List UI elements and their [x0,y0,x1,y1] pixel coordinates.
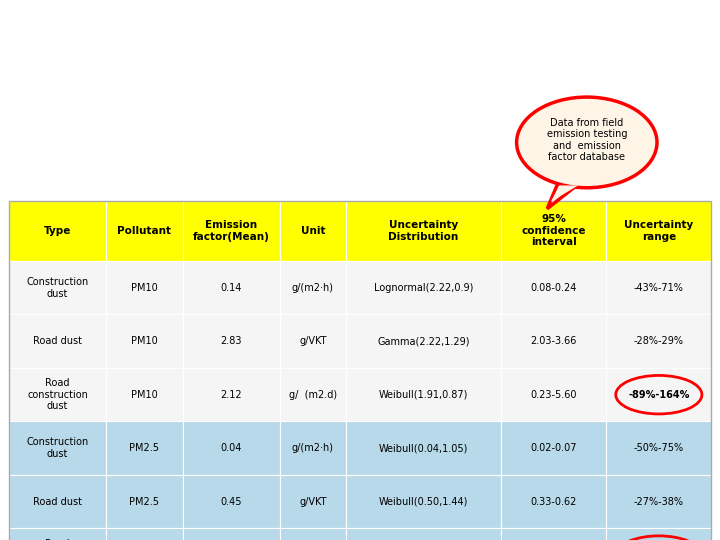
FancyBboxPatch shape [107,475,182,528]
Text: -27%-38%: -27%-38% [634,497,684,507]
Text: Data from field
emission testing
and  emission
factor database: Data from field emission testing and emi… [546,118,627,163]
FancyBboxPatch shape [501,475,606,528]
Text: g/(m2·h): g/(m2·h) [292,283,334,293]
Text: PM2.5: PM2.5 [130,497,159,507]
FancyBboxPatch shape [280,200,346,261]
FancyBboxPatch shape [606,261,711,314]
Text: Gamma(2.22,1.29): Gamma(2.22,1.29) [377,336,469,346]
FancyBboxPatch shape [9,421,107,475]
Text: 0.14: 0.14 [221,283,242,293]
FancyBboxPatch shape [182,368,280,421]
FancyBboxPatch shape [107,314,182,368]
FancyBboxPatch shape [280,261,346,314]
FancyBboxPatch shape [501,314,606,368]
Text: Weibull(0.50,1.44): Weibull(0.50,1.44) [379,497,468,507]
FancyBboxPatch shape [346,200,501,261]
FancyBboxPatch shape [182,528,280,540]
Text: Weibull(0.04,1.05): Weibull(0.04,1.05) [379,443,468,453]
Text: PM10: PM10 [131,390,158,400]
FancyBboxPatch shape [107,261,182,314]
FancyBboxPatch shape [182,200,280,261]
Text: Road
construction
dust: Road construction dust [27,378,88,411]
Text: 0.33-0.62: 0.33-0.62 [531,497,577,507]
FancyBboxPatch shape [9,368,107,421]
Text: 2.03-3.66: 2.03-3.66 [531,336,577,346]
Text: Construction
dust: Construction dust [27,277,89,299]
Polygon shape [547,183,580,208]
Text: Uncertainty
range: Uncertainty range [624,220,693,241]
Text: 0.45: 0.45 [220,497,242,507]
FancyBboxPatch shape [501,528,606,540]
Ellipse shape [516,97,657,188]
FancyBboxPatch shape [346,528,501,540]
FancyBboxPatch shape [606,421,711,475]
FancyBboxPatch shape [182,475,280,528]
FancyBboxPatch shape [9,200,107,261]
Text: Road dust: Road dust [33,336,82,346]
FancyBboxPatch shape [501,421,606,475]
FancyBboxPatch shape [346,314,501,368]
FancyBboxPatch shape [9,528,107,540]
Text: 0.02-0.07: 0.02-0.07 [531,443,577,453]
Text: Pollutant: Pollutant [117,226,171,236]
FancyBboxPatch shape [501,200,606,261]
Text: PM10: PM10 [131,336,158,346]
Text: Weibull(1.91,0.87): Weibull(1.91,0.87) [379,390,468,400]
FancyBboxPatch shape [606,475,711,528]
Text: Example 4:  Dust  Source Sector: Example 4: Dust Source Sector [109,24,611,51]
FancyBboxPatch shape [182,314,280,368]
Text: g/  (m2.d): g/ (m2.d) [289,390,337,400]
Text: Road
construction
dust: Road construction dust [27,538,88,540]
FancyBboxPatch shape [346,368,501,421]
FancyBboxPatch shape [346,421,501,475]
Text: -89%-164%: -89%-164% [628,390,690,400]
Text: g/VKT: g/VKT [300,336,327,346]
Text: -28%-29%: -28%-29% [634,336,684,346]
FancyBboxPatch shape [280,314,346,368]
Text: 95%
confidence
interval: 95% confidence interval [521,214,586,247]
FancyBboxPatch shape [280,475,346,528]
Text: -43%-71%: -43%-71% [634,283,684,293]
FancyBboxPatch shape [606,314,711,368]
Text: 0.04: 0.04 [221,443,242,453]
FancyBboxPatch shape [9,475,107,528]
FancyBboxPatch shape [280,421,346,475]
Text: 0.08-0.24: 0.08-0.24 [531,283,577,293]
Text: 0.23-5.60: 0.23-5.60 [531,390,577,400]
FancyBboxPatch shape [107,528,182,540]
Text: Lognormal(2.22,0.9): Lognormal(2.22,0.9) [374,283,473,293]
FancyBboxPatch shape [346,475,501,528]
Text: g/VKT: g/VKT [300,497,327,507]
FancyBboxPatch shape [280,368,346,421]
Text: 2.12: 2.12 [220,390,242,400]
FancyBboxPatch shape [346,261,501,314]
FancyBboxPatch shape [501,261,606,314]
Text: Construction
dust: Construction dust [27,437,89,459]
Text: g/(m2·h): g/(m2·h) [292,443,334,453]
FancyBboxPatch shape [280,528,346,540]
FancyBboxPatch shape [606,200,711,261]
FancyBboxPatch shape [501,368,606,421]
FancyBboxPatch shape [107,421,182,475]
FancyBboxPatch shape [606,528,711,540]
Polygon shape [551,185,578,202]
FancyBboxPatch shape [9,314,107,368]
Text: 2.83: 2.83 [220,336,242,346]
Text: PM2.5: PM2.5 [130,443,159,453]
Text: Unit: Unit [301,226,325,236]
Text: Road dust: Road dust [33,497,82,507]
Text: Emission
factor(Mean): Emission factor(Mean) [193,220,270,241]
FancyBboxPatch shape [107,200,182,261]
Text: PM10: PM10 [131,283,158,293]
FancyBboxPatch shape [9,261,107,314]
Text: Uncertainty
Distribution: Uncertainty Distribution [388,220,459,241]
Text: -50%-75%: -50%-75% [634,443,684,453]
FancyBboxPatch shape [107,368,182,421]
FancyBboxPatch shape [182,421,280,475]
Text: Type: Type [44,226,71,236]
FancyBboxPatch shape [606,368,711,421]
FancyBboxPatch shape [182,261,280,314]
